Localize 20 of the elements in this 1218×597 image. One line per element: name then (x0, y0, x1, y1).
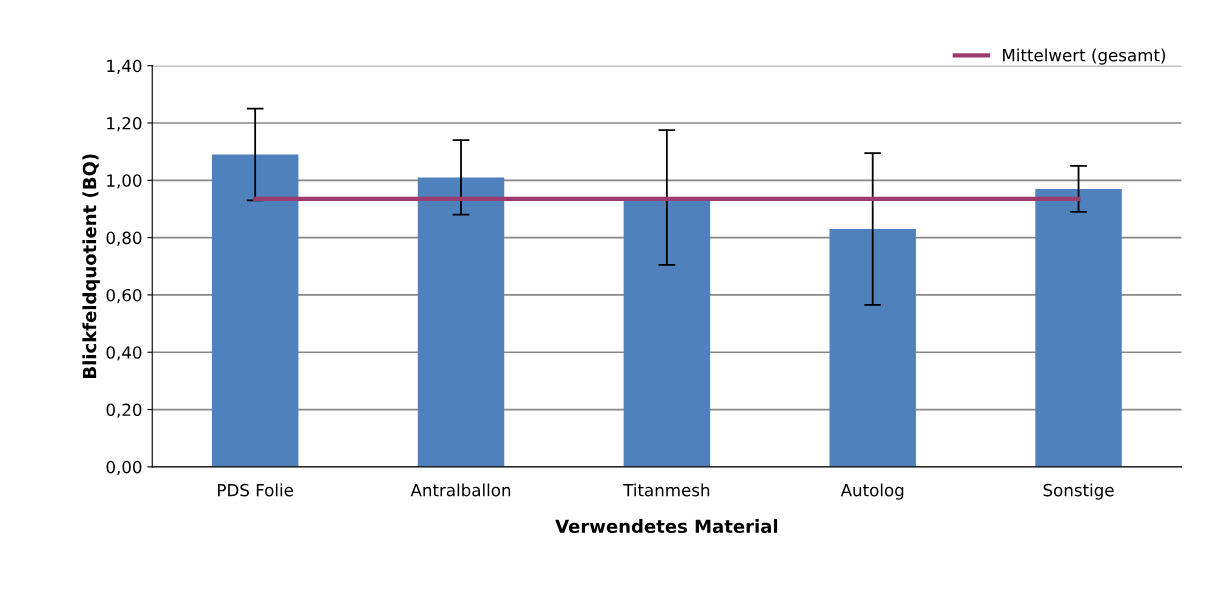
x-tick-label: Antralballon (410, 483, 511, 497)
y-tick-label: 0,20 (106, 403, 142, 418)
y-tick-label: 0,60 (106, 288, 142, 304)
y-tick-label: 0,40 (106, 346, 142, 361)
x-tick-label: Autolog (840, 483, 904, 500)
x-tick-label: PDS Folie (218, 483, 294, 497)
legend-label: Mittelwert (gesamt) (1003, 48, 1166, 65)
y-tick-label: 0,80 (106, 231, 142, 246)
y-tick-label: 0,00 (106, 460, 142, 476)
bar (417, 177, 505, 467)
x-axis-title: Verwendetes Material (555, 519, 778, 534)
x-tick-label: Sonstige (1043, 483, 1114, 500)
x-tick-label: Titanmesh (623, 483, 710, 497)
bar (211, 154, 299, 467)
bar (1035, 188, 1122, 467)
y-axis-title: Blickfeldquotient (BQ) (82, 154, 100, 378)
bar (829, 229, 916, 467)
y-tick-label: 1,00 (107, 174, 142, 189)
y-tick-label: 1,20 (107, 116, 142, 132)
y-tick-label: 1,40 (107, 59, 142, 74)
